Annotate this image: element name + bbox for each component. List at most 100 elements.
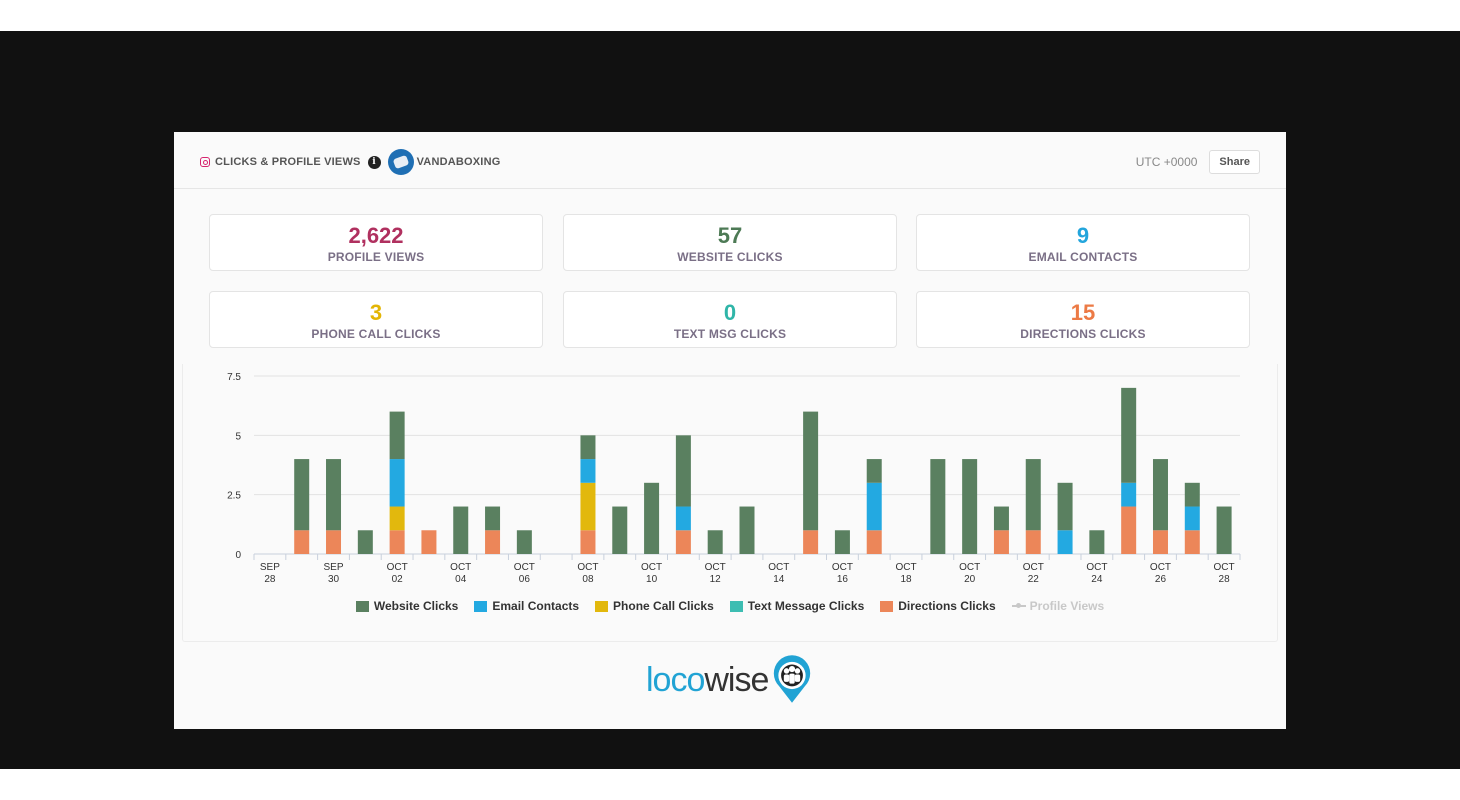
bar-segment: [421, 530, 437, 554]
bar-segment: [1121, 387, 1137, 483]
bar-segment: [803, 411, 819, 531]
bar-segment: [1121, 482, 1137, 507]
bar-segment: [453, 506, 469, 554]
x-tick-month: OCT: [1086, 562, 1107, 573]
bar-segment: [580, 482, 596, 531]
bar-segment: [357, 530, 373, 554]
video-frame: CLICKS & PROFILE VIEWS i VANDABOXING UTC…: [0, 31, 1460, 769]
bar-segment: [1057, 482, 1073, 531]
logo-text: locowise: [646, 660, 769, 699]
legend-label: Directions Clicks: [898, 599, 996, 613]
bar-segment: [1152, 530, 1168, 554]
avatar[interactable]: [387, 149, 414, 175]
dashboard-panel: CLICKS & PROFILE VIEWS i VANDABOXING UTC…: [174, 132, 1286, 729]
bar-segment: [580, 530, 596, 554]
x-tick-month: OCT: [895, 562, 916, 573]
bar-segment: [930, 459, 946, 554]
legend-line-swatch: [1011, 603, 1026, 608]
legend-label: Email Contacts: [492, 599, 580, 613]
stat-card-text-msg-clicks: 0 TEXT MSG CLICKS: [563, 291, 897, 348]
bar-segment: [580, 459, 596, 483]
panel-title: CLICKS & PROFILE VIEWS: [215, 156, 361, 168]
bar-segment: [612, 506, 628, 554]
chart-legend: Website Clicks Email Contacts Phone Call…: [174, 599, 1286, 613]
header-right: UTC +0000 Share: [1136, 150, 1260, 174]
x-tick-day: 10: [646, 574, 658, 585]
bar-segment: [1025, 459, 1041, 531]
x-tick-day: 30: [328, 574, 340, 585]
stat-label: TEXT MSG CLICKS: [673, 327, 787, 341]
legend-label: Website Clicks: [373, 599, 459, 613]
panel-header: CLICKS & PROFILE VIEWS i VANDABOXING UTC…: [174, 132, 1286, 189]
bar-segment: [485, 530, 501, 554]
bar-segment: [294, 459, 310, 531]
bar-segment: [389, 459, 405, 507]
x-tick-month: OCT: [959, 562, 980, 573]
x-tick-month: SEP: [260, 562, 280, 573]
bar-segment: [1184, 530, 1200, 554]
clicks-chart: 02.557.5SEP28SEP30OCT02OCT04OCT06OCT08OC…: [227, 372, 1241, 585]
legend-label: Phone Call Clicks: [613, 599, 714, 613]
y-tick-label: 0: [235, 550, 241, 561]
locowise-logo: locowise: [646, 652, 816, 708]
stat-label: PHONE CALL CLICKS: [311, 327, 441, 341]
x-tick-month: OCT: [1150, 562, 1171, 573]
bar-segment: [962, 459, 978, 554]
bar-segment: [1089, 530, 1105, 554]
bar-segment: [1121, 506, 1137, 554]
header-left: CLICKS & PROFILE VIEWS i VANDABOXING: [200, 149, 501, 175]
legend-swatch: [355, 600, 369, 612]
legend-swatch: [880, 600, 894, 612]
legend-item-email-contacts[interactable]: Email Contacts: [474, 599, 579, 613]
legend-label: Text Message Clicks: [747, 599, 865, 613]
x-tick-day: 20: [964, 574, 976, 585]
bar-segment: [644, 482, 660, 554]
bar-segment: [485, 506, 501, 531]
bar-segment: [993, 530, 1009, 554]
bar-segment: [803, 530, 819, 554]
x-tick-day: 16: [837, 574, 849, 585]
legend-item-directions-clicks[interactable]: Directions Clicks: [880, 599, 996, 613]
stat-value: 15: [1070, 300, 1096, 325]
legend-item-profile-views[interactable]: Profile Views: [1011, 599, 1104, 613]
stat-value: 9: [1076, 223, 1090, 248]
bar-segment: [866, 482, 882, 531]
legend-swatch: [474, 600, 488, 612]
x-tick-day: 14: [773, 574, 785, 585]
bar-segment: [389, 506, 405, 531]
bar-segment: [1184, 506, 1200, 531]
bar-segment: [1184, 482, 1200, 507]
info-icon[interactable]: i: [367, 155, 381, 169]
legend-item-website-clicks[interactable]: Website Clicks: [355, 599, 459, 613]
bar-segment: [389, 411, 405, 460]
bar-segment: [580, 435, 596, 460]
x-tick-day: 22: [1028, 574, 1040, 585]
x-tick-day: 28: [1219, 574, 1231, 585]
x-tick-month: OCT: [768, 562, 789, 573]
stat-card-directions-clicks: 15 DIRECTIONS CLICKS: [916, 291, 1250, 348]
bar-segment: [866, 530, 882, 554]
bar-segment: [834, 530, 850, 554]
x-tick-day: 28: [264, 574, 276, 585]
x-tick-month: OCT: [832, 562, 853, 573]
bar-segment: [739, 506, 755, 554]
x-tick-day: 12: [710, 574, 722, 585]
legend-item-phone-call-clicks[interactable]: Phone Call Clicks: [595, 599, 714, 613]
legend-item-text-message-clicks[interactable]: Text Message Clicks: [729, 599, 865, 613]
bar-segment: [675, 530, 691, 554]
account-name[interactable]: VANDABOXING: [416, 156, 501, 168]
share-button[interactable]: Share: [1209, 150, 1260, 174]
stat-card-profile-views: 2,622 PROFILE VIEWS: [209, 214, 543, 271]
bar-segment: [326, 530, 342, 554]
stat-label: DIRECTIONS CLICKS: [1020, 327, 1146, 341]
x-tick-month: OCT: [577, 562, 598, 573]
bar-segment: [1152, 459, 1168, 531]
stat-label: WEBSITE CLICKS: [677, 250, 783, 264]
bar-segment: [707, 530, 723, 554]
x-tick-day: 02: [392, 574, 404, 585]
stat-value: 3: [369, 300, 383, 325]
bar-segment: [326, 459, 342, 531]
x-tick-month: OCT: [705, 562, 726, 573]
stat-value: 57: [717, 223, 743, 248]
bar-segment: [866, 459, 882, 483]
